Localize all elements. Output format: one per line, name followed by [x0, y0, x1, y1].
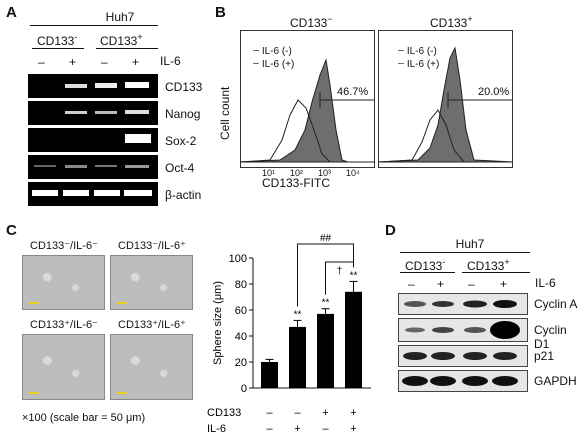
protein-label-cyclin-a: Cyclin A [534, 297, 578, 311]
panel-a-il6-sign-3: – [101, 55, 108, 69]
gene-label-nanog: Nanog [165, 107, 201, 121]
gene-label-beta-actin: β-actin [165, 188, 202, 202]
scale-note: ×100 (scale bar = 50 μm) [22, 412, 146, 424]
micro-label-4: CD133⁺/IL-6⁺ [118, 319, 186, 331]
flow-legend-neg-2: ┄ IL-6 (+) [253, 59, 295, 70]
sphere-size-bar-chart: 0 20 40 60 80 100 Sphere size (μm) ** ** ** ## † CD1… [207, 233, 371, 435]
flow-tick-2: 10² [290, 168, 304, 178]
condition-sign: + [350, 407, 356, 419]
significance-stars: ** [322, 298, 330, 309]
condition-sign: + [350, 423, 356, 435]
panel-b-letter: B [215, 4, 226, 21]
panel-a-group-pos: CD133+ [100, 32, 143, 48]
flow-tick-3: 10³ [318, 168, 332, 178]
gel-band-beta-actin [28, 182, 158, 206]
panel-a-cell-line: Huh7 [105, 10, 135, 24]
panel-d-cell-line-underline [400, 252, 530, 253]
panel-a-group-pos-line [96, 48, 158, 49]
panel-a-il6-label: IL-6 [160, 54, 181, 68]
panel-d-letter: D [385, 222, 396, 239]
micrograph-4 [110, 334, 193, 400]
panel-d-il6-sign-2: + [437, 277, 445, 291]
significance-bracket-dagger [325, 261, 354, 295]
y-tick-label: 100 [229, 253, 247, 265]
panel-d-il6-sign-4: + [500, 277, 508, 291]
flow-title-neg: CD133− [290, 14, 333, 30]
gel-band-sox2 [28, 128, 158, 152]
panel-c-letter: C [6, 222, 17, 239]
micro-label-1: CD133⁻/IL-6⁻ [30, 240, 98, 252]
significance-bracket-pair [297, 243, 354, 307]
panel-d-group-neg: CD133- [405, 257, 446, 273]
panel-d-il6-label: IL-6 [535, 276, 556, 290]
significance-pair-label: ## [320, 233, 332, 244]
panel-a-il6-sign-2: + [69, 55, 77, 69]
panel-d-il6-sign-1: – [408, 277, 415, 291]
significance-dagger-label: † [337, 266, 343, 277]
protein-label-cyclin-d1: Cyclin D1 [534, 323, 567, 351]
micrograph-2 [110, 255, 193, 310]
y-tick-label: 40 [235, 331, 247, 343]
panel-a-il6-sign-4: + [132, 55, 140, 69]
y-axis-label: Sphere size (μm) [212, 281, 224, 365]
western-blot-cyclin-d1 [398, 318, 528, 342]
protein-label-gapdh: GAPDH [534, 374, 577, 388]
panel-a-letter: A [6, 4, 17, 21]
panel-d-group-neg-line [400, 272, 455, 273]
gene-label-sox2: Sox-2 [165, 134, 197, 148]
condition-sign: – [322, 423, 329, 435]
micro-label-2: CD133⁻/IL-6⁺ [118, 240, 186, 252]
panel-d-cell-line: Huh7 [455, 237, 485, 251]
flow-title-pos: CD133+ [430, 14, 473, 30]
condition-sign: – [266, 407, 273, 419]
flow-histogram-cd133-pos [378, 30, 513, 168]
micrograph-3 [22, 334, 105, 400]
bar [261, 362, 278, 388]
condition-sign: – [266, 423, 273, 435]
flow-tick-1: 10¹ [262, 168, 276, 178]
flow-percent-neg: 46.7% [337, 86, 369, 98]
protein-label-p21: p21 [534, 349, 555, 363]
flow-legend-neg-1: ┄ IL-6 (-) [253, 46, 292, 57]
bar [289, 326, 306, 388]
panel-a-group-neg-line [32, 48, 84, 49]
flow-percent-pos: 20.0% [478, 86, 510, 98]
micro-label-3: CD133⁺/IL-6⁻ [30, 319, 98, 331]
flow-ylabel: Cell count [218, 86, 232, 140]
y-tick-label: 80 [235, 279, 247, 291]
significance-stars: ** [294, 309, 302, 320]
panel-a-il6-sign-1: – [38, 55, 45, 69]
micrograph-1 [22, 255, 105, 310]
bar [345, 291, 362, 388]
condition-row-label: IL-6 [207, 423, 226, 435]
panel-d-il6-sign-3: – [468, 277, 475, 291]
condition-sign: – [294, 407, 301, 419]
gel-band-cd133 [28, 74, 158, 98]
western-blot-gapdh [398, 370, 528, 392]
bar [317, 313, 334, 388]
gel-band-nanog [28, 101, 158, 125]
flow-legend-pos-1: ┄ IL-6 (-) [398, 46, 437, 57]
flow-tick-4: 10⁴ [346, 168, 360, 178]
condition-sign: + [322, 407, 328, 419]
western-blot-p21 [398, 345, 528, 367]
panel-d-group-pos: CD133+ [467, 257, 510, 273]
flow-legend-pos-2: ┄ IL-6 (+) [398, 59, 440, 70]
condition-sign: + [294, 423, 300, 435]
panel-a-group-neg: CD133- [37, 32, 78, 48]
panel-a-cell-line-underline [30, 25, 158, 26]
panel-d-group-pos-line [462, 272, 530, 273]
flow-histogram-cd133-neg [240, 30, 375, 168]
y-tick-label: 20 [235, 357, 247, 369]
gel-band-oct4 [28, 155, 158, 179]
y-tick-label: 60 [235, 305, 247, 317]
y-tick-label: 0 [241, 383, 247, 395]
flow-xlabel: CD133-FITC [262, 176, 331, 190]
significance-stars: ** [350, 270, 358, 281]
condition-row-label: CD133 [207, 407, 241, 419]
gene-label-cd133: CD133 [165, 80, 203, 94]
western-blot-cyclin-a [398, 293, 528, 315]
gene-label-oct4: Oct-4 [165, 161, 195, 175]
